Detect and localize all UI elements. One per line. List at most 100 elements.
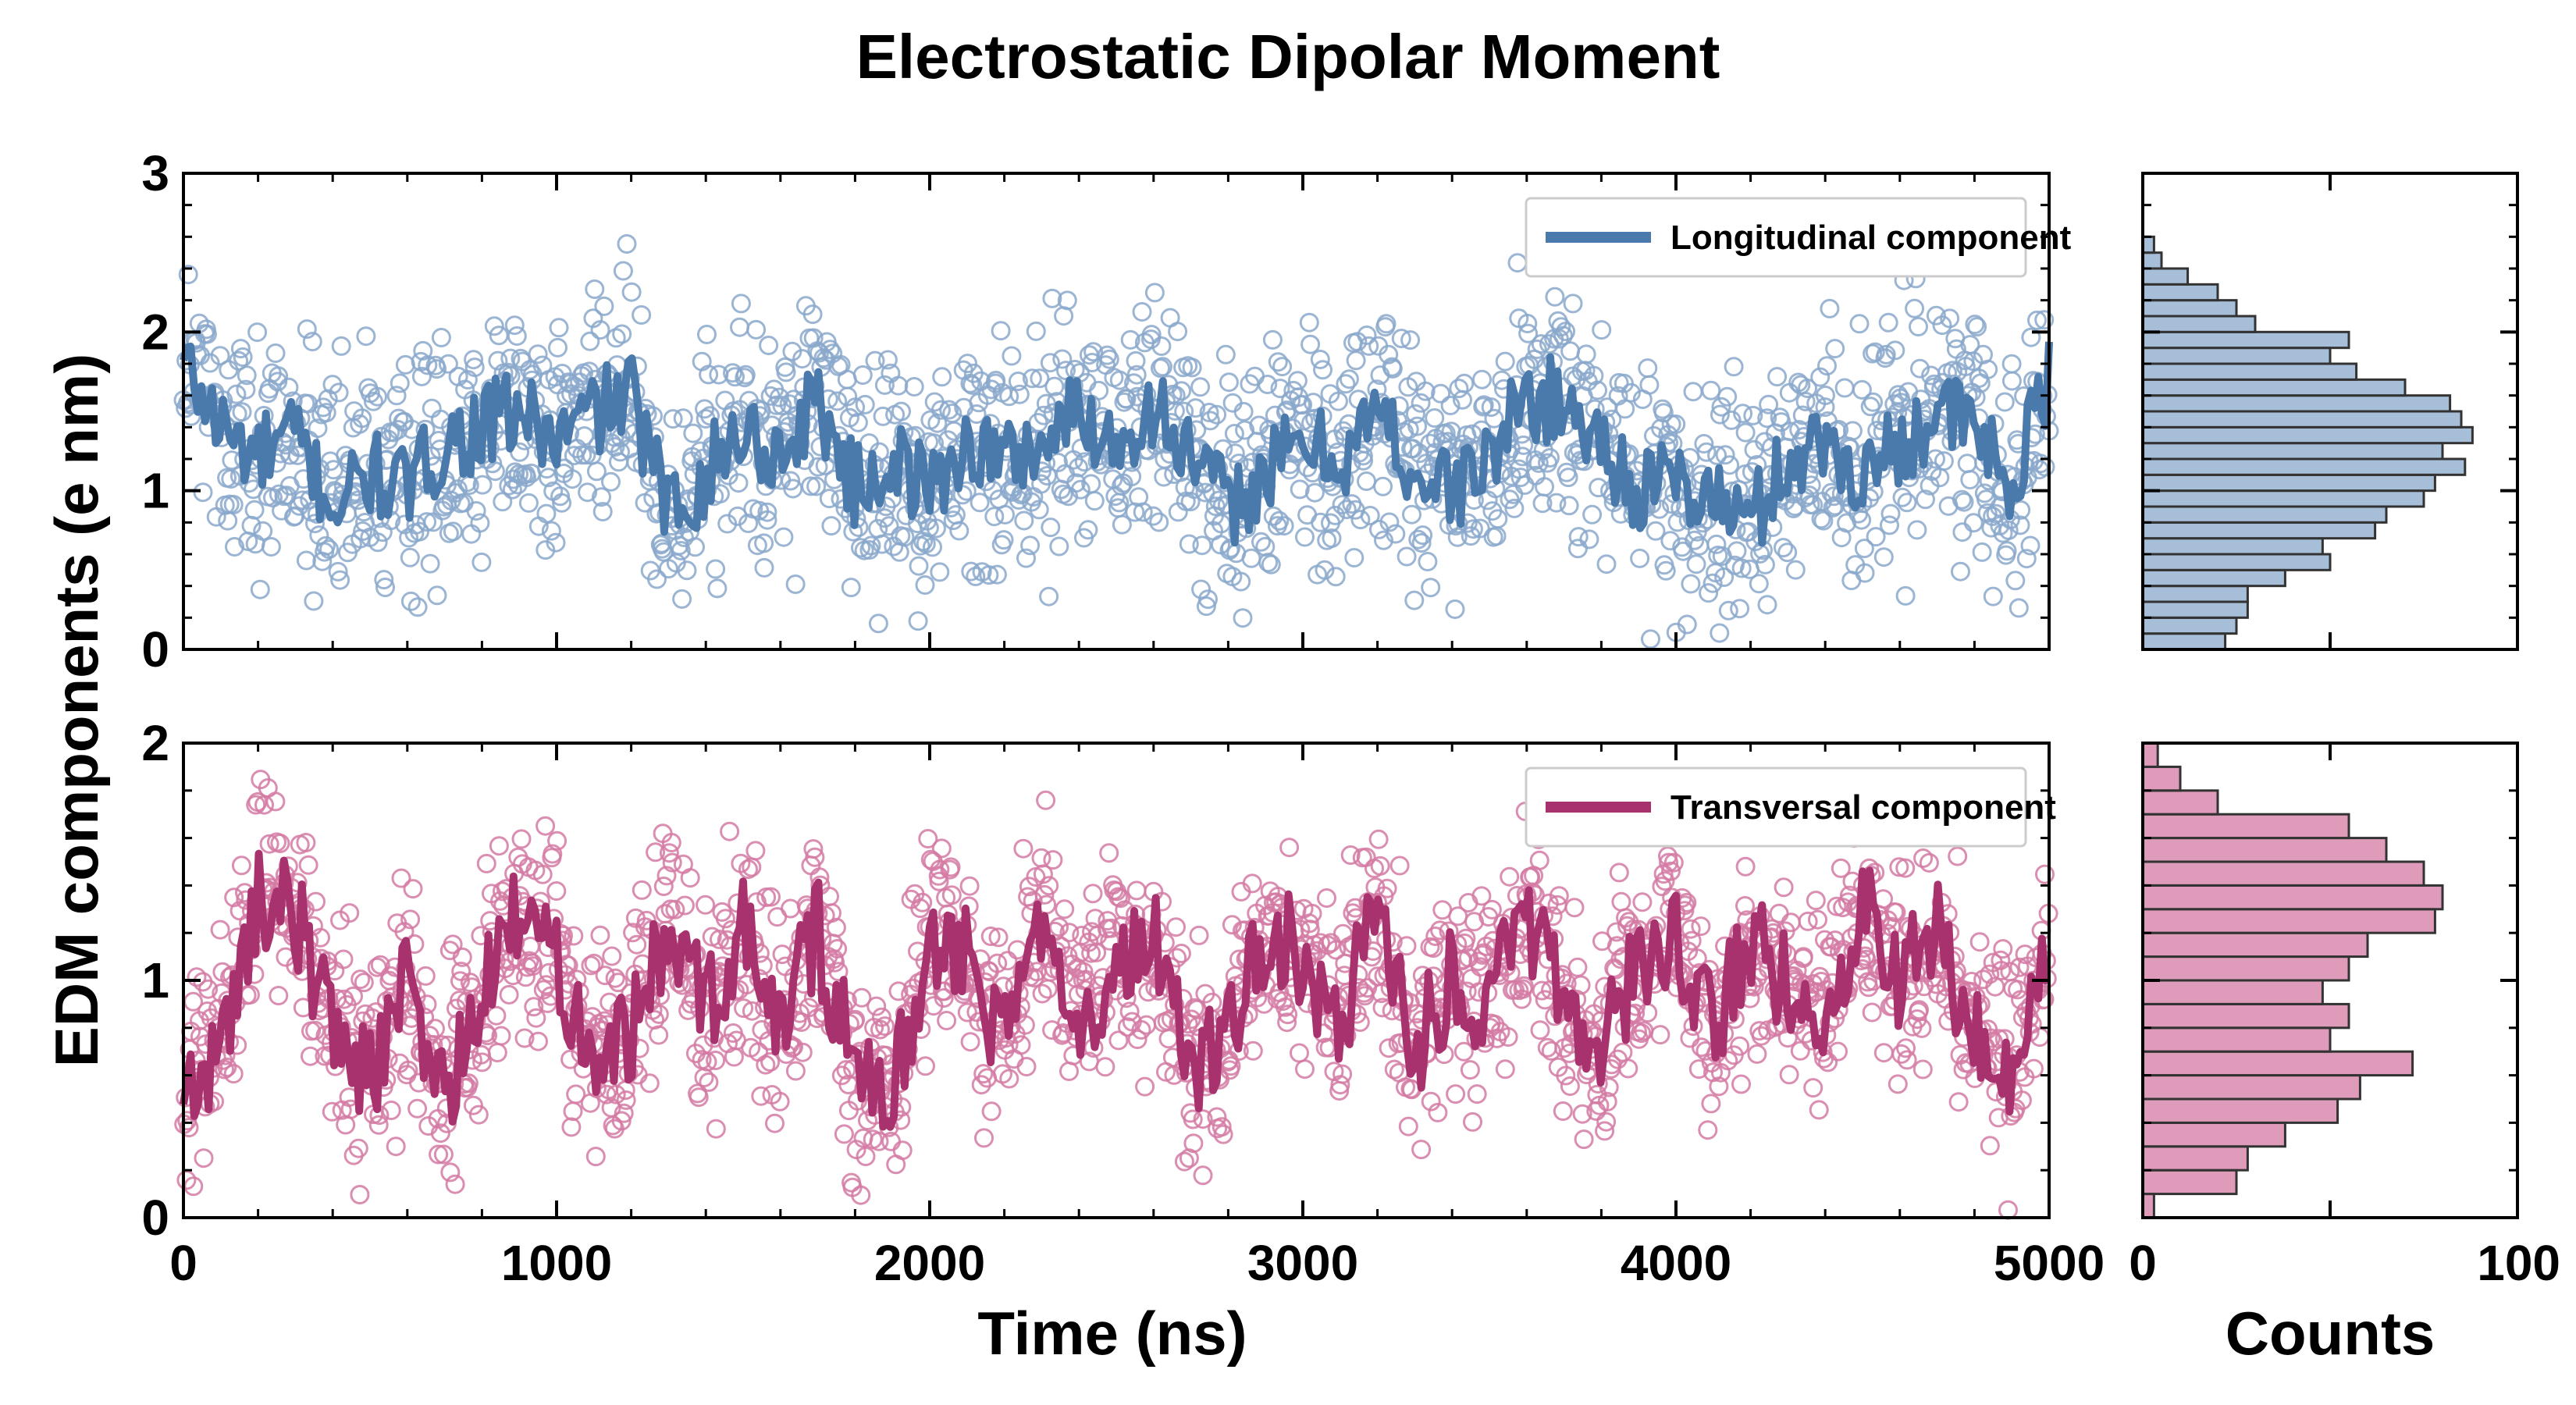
- scatter-point: [1998, 520, 2019, 540]
- scatter-point: [1043, 850, 1063, 870]
- scatter-point: [1576, 344, 1596, 365]
- scatter-point: [1472, 369, 1492, 389]
- scatter-point: [1413, 525, 1433, 546]
- scatter-point: [759, 336, 779, 355]
- scatter-point: [1919, 852, 1939, 873]
- scatter-point: [1823, 486, 1844, 507]
- scatter-point: [602, 946, 622, 966]
- scatter-point: [1126, 365, 1147, 385]
- scatter-point: [849, 518, 869, 537]
- scatter-point: [973, 1064, 994, 1084]
- histogram-bar: [2141, 1145, 2249, 1172]
- scatter-point: [193, 482, 213, 503]
- scatter-point: [2010, 515, 2030, 535]
- scatter-point: [1813, 510, 1834, 531]
- scatter-point: [1213, 1124, 1233, 1144]
- scatter-point: [1359, 336, 1379, 356]
- scatter-point: [1632, 892, 1653, 912]
- scatter-point: [1172, 381, 1191, 401]
- scatter-point: [941, 885, 962, 905]
- scatter-point: [1277, 1012, 1297, 1033]
- scatter-point: [1897, 1050, 1917, 1070]
- x-axis-label: Time (ns): [977, 1299, 1247, 1368]
- histogram-bar: [2141, 410, 2463, 429]
- scatter-point: [308, 418, 328, 439]
- histogram-bar: [2141, 330, 2350, 350]
- scatter-point: [1714, 567, 1735, 587]
- histogram-bar: [2141, 765, 2182, 792]
- scatter-point: [1099, 349, 1119, 369]
- scatter-point: [463, 1095, 483, 1115]
- scatter-point: [259, 834, 279, 854]
- scatter-point: [728, 473, 749, 493]
- scatter-point: [2035, 864, 2055, 884]
- scatter-point: [1456, 928, 1476, 948]
- scatter-point: [329, 382, 349, 403]
- scatter-point: [1927, 974, 1946, 994]
- scatter-point: [1539, 334, 1559, 354]
- scatter-point: [1967, 317, 1987, 337]
- scatter-point: [608, 973, 628, 993]
- scatter-point: [237, 365, 257, 386]
- histogram-bar: [2141, 908, 2436, 934]
- scatter-point: [1052, 349, 1073, 369]
- scatter-point: [851, 1185, 871, 1205]
- scatter-point: [1049, 536, 1069, 557]
- scatter-point: [1666, 414, 1686, 434]
- scatter-point: [592, 487, 611, 507]
- scatter-point: [792, 1042, 813, 1062]
- scatter-point: [781, 471, 801, 491]
- scatter-point: [386, 386, 407, 406]
- scatter-point: [1059, 923, 1080, 943]
- scatter-point: [1727, 541, 1747, 561]
- scatter-point: [1262, 329, 1283, 350]
- scatter-point: [1553, 1101, 1573, 1121]
- scatter-point: [1428, 1102, 1448, 1122]
- scatter-point: [987, 564, 1007, 585]
- scatter-point: [792, 349, 813, 369]
- scatter-point: [1980, 964, 2000, 984]
- scatter-point: [1912, 1018, 1932, 1038]
- scatter-point: [1036, 790, 1056, 810]
- scatter-point: [1193, 1165, 1213, 1186]
- scatter-point: [206, 507, 226, 527]
- scatter-point: [1391, 329, 1411, 349]
- scatter-point: [1886, 902, 1906, 923]
- scatter-point: [756, 1055, 776, 1075]
- scatter-point: [1368, 829, 1389, 849]
- histogram-bar: [2141, 742, 2159, 768]
- scatter-point: [1224, 424, 1244, 443]
- scatter-point: [1100, 930, 1120, 951]
- scatter-point: [1785, 560, 1806, 580]
- scatter-point: [541, 521, 561, 541]
- scatter-point: [422, 398, 442, 418]
- scatter-point: [754, 533, 774, 553]
- scatter-point: [1828, 1041, 1848, 1062]
- scatter-point: [433, 1144, 454, 1165]
- scatter-point: [301, 1046, 320, 1066]
- scatter-point: [1731, 558, 1752, 578]
- scatter-point: [1290, 1043, 1309, 1063]
- scatter-point: [1854, 539, 1874, 559]
- scatter-point: [298, 855, 318, 875]
- scatter-point: [1596, 554, 1617, 574]
- scatter-point: [895, 527, 915, 547]
- scatter-point: [649, 1025, 669, 1045]
- histogram: [2141, 742, 2444, 1219]
- scatter-point: [1109, 370, 1130, 390]
- scatter-point: [745, 841, 766, 861]
- scatter-point: [1208, 490, 1229, 510]
- scatter-point: [1144, 283, 1165, 303]
- scatter-point: [1379, 344, 1399, 365]
- scatter-point: [2001, 371, 2022, 391]
- scatter-point: [1889, 857, 1909, 877]
- scatter-point: [1907, 520, 1927, 540]
- scatter-point: [523, 956, 543, 976]
- scatter-point: [328, 561, 348, 582]
- scatter-point: [1317, 888, 1336, 908]
- scatter-point: [1034, 405, 1054, 425]
- scatter-point: [585, 1147, 606, 1167]
- scatter-point: [348, 1138, 368, 1158]
- scatter-point: [592, 502, 613, 521]
- scatter-point: [888, 981, 909, 1001]
